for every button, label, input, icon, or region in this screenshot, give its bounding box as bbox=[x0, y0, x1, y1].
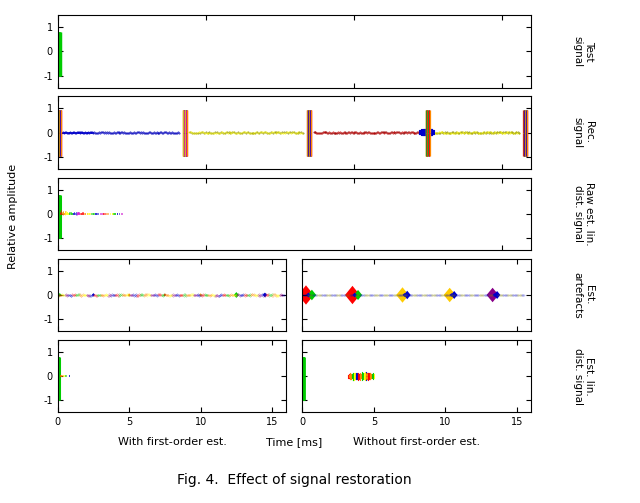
Polygon shape bbox=[493, 293, 496, 297]
Y-axis label: Test
signal: Test signal bbox=[573, 36, 595, 67]
Polygon shape bbox=[451, 291, 458, 299]
Text: Relative amplitude: Relative amplitude bbox=[8, 164, 18, 269]
Polygon shape bbox=[404, 291, 411, 299]
Polygon shape bbox=[263, 293, 267, 297]
Polygon shape bbox=[234, 292, 239, 298]
Polygon shape bbox=[486, 288, 499, 302]
Y-axis label: Est. lin.
dist. signal: Est. lin. dist. signal bbox=[573, 348, 595, 405]
Polygon shape bbox=[396, 287, 409, 303]
Polygon shape bbox=[308, 290, 316, 300]
Text: With first-order est.: With first-order est. bbox=[118, 437, 227, 447]
Polygon shape bbox=[354, 290, 362, 300]
Polygon shape bbox=[403, 293, 406, 297]
Polygon shape bbox=[494, 291, 500, 299]
Polygon shape bbox=[353, 293, 357, 297]
Polygon shape bbox=[127, 293, 131, 297]
Y-axis label: Est.
artefacts: Est. artefacts bbox=[573, 272, 595, 318]
Text: Fig. 4.  Effect of signal restoration: Fig. 4. Effect of signal restoration bbox=[177, 473, 412, 487]
Polygon shape bbox=[58, 293, 61, 297]
Polygon shape bbox=[164, 294, 166, 296]
Y-axis label: Rec.
signal: Rec. signal bbox=[573, 117, 595, 148]
Polygon shape bbox=[306, 293, 310, 297]
Polygon shape bbox=[450, 293, 453, 297]
Polygon shape bbox=[298, 285, 314, 305]
Polygon shape bbox=[92, 293, 95, 297]
Text: Time [ms]: Time [ms] bbox=[266, 437, 323, 447]
Polygon shape bbox=[199, 293, 202, 297]
Y-axis label: Raw est. lin.
dist. signal: Raw est. lin. dist. signal bbox=[573, 182, 595, 245]
Text: Without first-order est.: Without first-order est. bbox=[353, 437, 481, 447]
Polygon shape bbox=[345, 286, 360, 304]
Polygon shape bbox=[444, 288, 456, 302]
